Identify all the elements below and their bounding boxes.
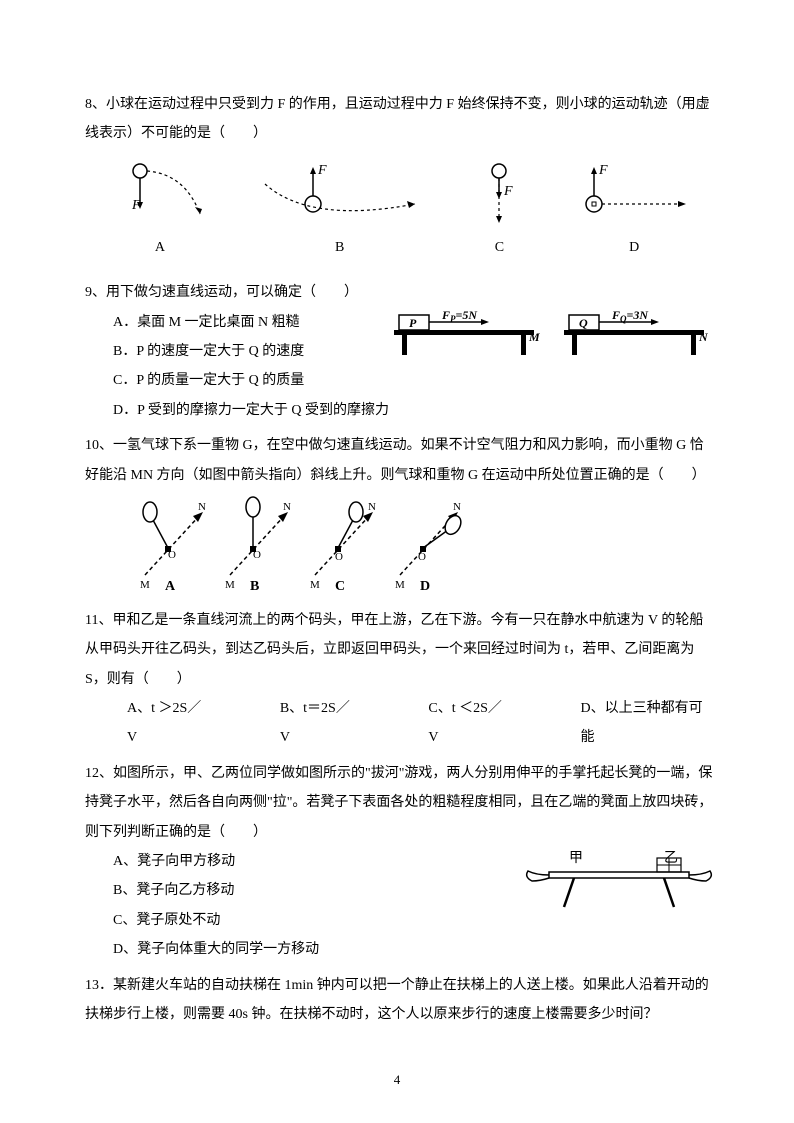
q8-diagram-c: F — [464, 159, 534, 229]
q10-text: 10、一氢气球下系一重物 G，在空中做匀速直线运动。如果不计空气阻力和风力影响，… — [85, 431, 714, 490]
q11-option-a: A、t ＞2S／V — [127, 694, 210, 753]
svg-text:N: N — [453, 501, 461, 513]
question-8: 8、小球在运动过程中只受到力 F 的作用，且运动过程中力 F 始终保持不变，则小… — [85, 90, 714, 262]
q8-diagram-b: F — [255, 159, 425, 229]
svg-text:M: M — [395, 579, 405, 591]
svg-text:N: N — [698, 330, 709, 344]
q9-figures: P FP=5N M Q FQ=3N N — [384, 308, 714, 363]
q11-option-d: D、以上三种都有可能 — [580, 694, 714, 753]
svg-text:C: C — [335, 579, 345, 594]
svg-text:Q: Q — [579, 316, 588, 330]
q12-diagram: 甲 乙 — [514, 847, 714, 917]
question-9: 9、用下做匀速直线运动，可以确定（ ） A．桌面 M 一定比桌面 N 粗糙 B．… — [85, 278, 714, 425]
svg-text:N: N — [368, 501, 376, 513]
q8-fig-c: F C — [464, 159, 534, 262]
q9-option-a: A．桌面 M 一定比桌面 N 粗糙 — [85, 308, 364, 337]
q8-fig-a: F A — [105, 159, 215, 262]
exam-page: 8、小球在运动过程中只受到力 F 的作用，且运动过程中力 F 始终保持不变，则小… — [0, 0, 794, 1123]
page-number: 4 — [0, 1066, 794, 1093]
question-10: 10、一氢气球下系一重物 G，在空中做匀速直线运动。如果不计空气阻力和风力影响，… — [85, 431, 714, 600]
svg-text:D: D — [420, 579, 430, 594]
q11-choices: A、t ＞2S／V B、t＝2S／V C、t ＜2S／V D、以上三种都有可能 — [85, 694, 714, 753]
q12-option-a: A、凳子向甲方移动 — [85, 847, 494, 876]
q11-option-b: B、t＝2S／V — [280, 694, 359, 753]
q8-figures: F A F B — [85, 159, 714, 262]
q8-text: 8、小球在运动过程中只受到力 F 的作用，且运动过程中力 F 始终保持不变，则小… — [85, 90, 714, 149]
q12-figure: 甲 乙 — [514, 847, 714, 917]
question-13: 13．某新建火车站的自动扶梯在 1min 钟内可以把一个静止在扶梯上的人送上楼。… — [85, 971, 714, 1030]
svg-text:F: F — [131, 198, 141, 213]
svg-text:FQ=3N: FQ=3N — [611, 308, 649, 324]
q12-option-d: D、凳子向体重大的同学一方移动 — [85, 935, 714, 964]
question-11: 11、甲和乙是一条直线河流上的两个码头，甲在上游，乙在下游。今有一只在静水中航速… — [85, 606, 714, 753]
svg-text:A: A — [165, 579, 176, 594]
svg-text:O: O — [335, 551, 343, 563]
svg-text:M: M — [528, 330, 540, 344]
q8-label-a: A — [155, 233, 165, 262]
q8-label-c: C — [495, 233, 504, 262]
q13-text: 13．某新建火车站的自动扶梯在 1min 钟内可以把一个静止在扶梯上的人送上楼。… — [85, 971, 714, 1030]
svg-text:甲: 甲 — [569, 851, 583, 866]
svg-text:FP=5N: FP=5N — [441, 308, 478, 324]
q8-label-b: B — [335, 233, 344, 262]
svg-text:P: P — [409, 316, 417, 330]
q9-diagram: P FP=5N M Q FQ=3N N — [384, 308, 714, 363]
svg-text:N: N — [283, 501, 291, 513]
q9-text: 9、用下做匀速直线运动，可以确定（ ） — [85, 278, 714, 307]
q11-text: 11、甲和乙是一条直线河流上的两个码头，甲在上游，乙在下游。今有一只在静水中航速… — [85, 606, 714, 694]
svg-text:O: O — [418, 551, 426, 563]
svg-text:N: N — [198, 501, 206, 513]
q9-option-c: C．P 的质量一定大于 Q 的质量 — [85, 366, 364, 395]
q12-option-b: B、凳子向乙方移动 — [85, 876, 494, 905]
svg-text:F: F — [503, 184, 513, 199]
q8-label-d: D — [629, 233, 639, 262]
q8-diagram-a: F — [105, 159, 215, 229]
question-12: 12、如图所示，甲、乙两位同学做如图所示的"拔河"游戏，两人分别用伸平的手掌托起… — [85, 759, 714, 965]
q8-fig-b: F B — [255, 159, 425, 262]
svg-text:F: F — [317, 163, 327, 178]
svg-text:B: B — [250, 579, 259, 594]
q8-fig-d: F D — [574, 159, 694, 262]
svg-text:M: M — [225, 579, 235, 591]
q11-option-c: C、t ＜2S／V — [428, 694, 510, 753]
q10-figures: M O N A M O N B — [85, 490, 714, 600]
svg-text:M: M — [140, 579, 150, 591]
q9-option-b: B．P 的速度一定大于 Q 的速度 — [85, 337, 364, 366]
q10-diagram: M O N A M O N B — [135, 490, 475, 600]
q9-option-d: D．P 受到的摩擦力一定大于 Q 受到的摩擦力 — [85, 396, 714, 425]
q12-text: 12、如图所示，甲、乙两位同学做如图所示的"拔河"游戏，两人分别用伸平的手掌托起… — [85, 759, 714, 847]
q12-option-c: C、凳子原处不动 — [85, 906, 494, 935]
svg-text:F: F — [598, 163, 608, 178]
svg-text:M: M — [310, 579, 320, 591]
q8-diagram-d: F — [574, 159, 694, 229]
